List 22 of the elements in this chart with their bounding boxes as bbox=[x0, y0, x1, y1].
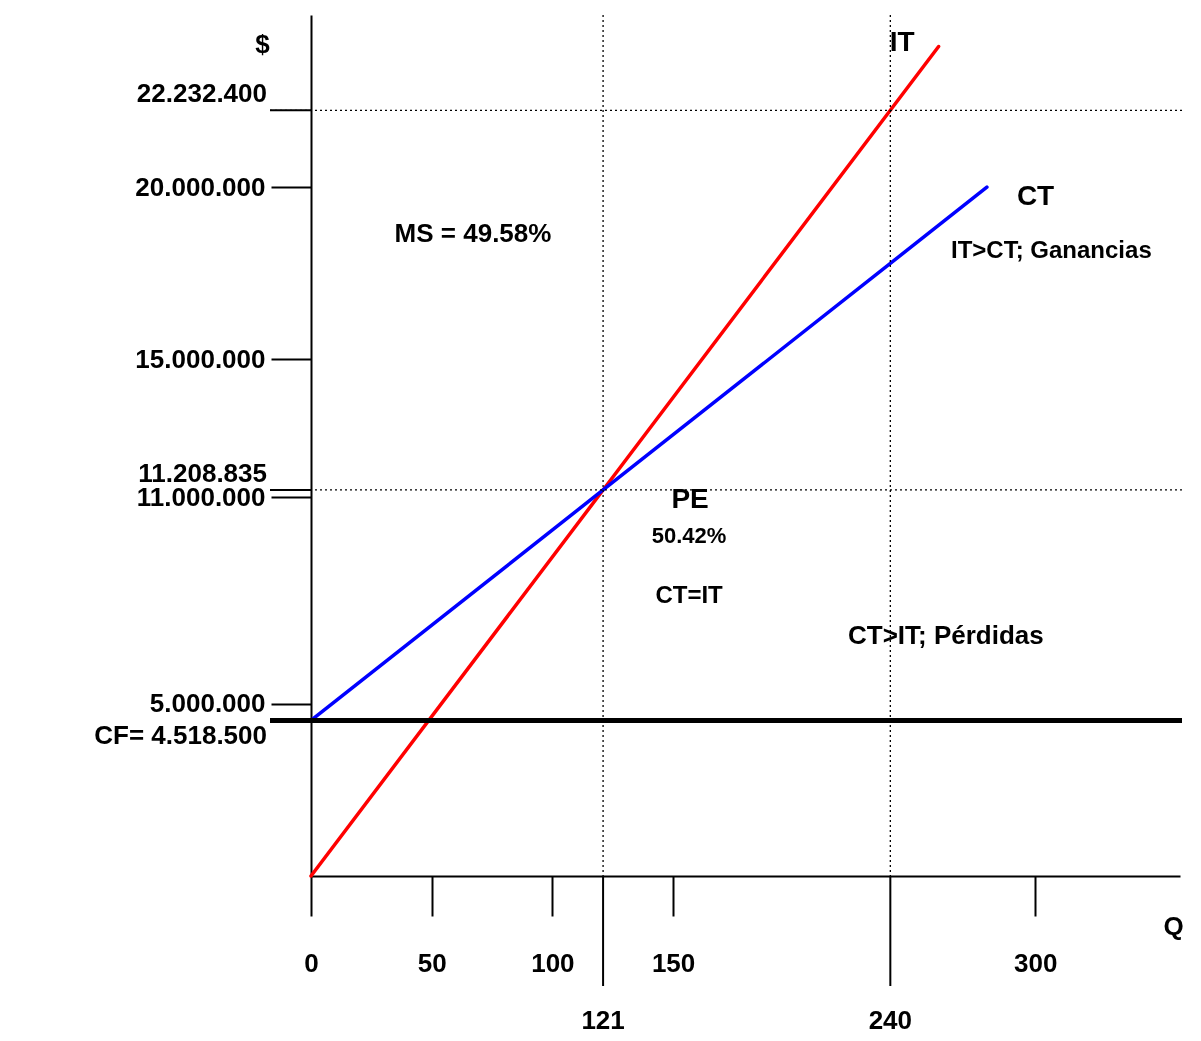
annotation: CT=IT bbox=[655, 580, 724, 608]
y-axis-title: $ bbox=[255, 28, 271, 59]
y-tick-label: 15.000.000 bbox=[135, 343, 266, 374]
annotation: MS = 49.58% bbox=[394, 218, 552, 248]
ref-line-label: 22.232.400 bbox=[136, 78, 267, 109]
series-label: IT bbox=[889, 25, 915, 57]
x-tick-label: 300 bbox=[1013, 947, 1058, 978]
x-tick-label: 0 bbox=[304, 947, 319, 978]
ref-line-label: 240 bbox=[868, 1005, 913, 1035]
annotation: PE bbox=[671, 482, 709, 514]
y-tick-label: 5.000.000 bbox=[149, 688, 266, 719]
x-axis-title: Q bbox=[1163, 910, 1184, 941]
annotation: IT>CT; Ganancias bbox=[951, 236, 1152, 263]
annotation: CT>IT; Pérdidas bbox=[848, 620, 1044, 650]
ref-line-label: 121 bbox=[581, 1005, 625, 1035]
x-tick-label: 100 bbox=[531, 947, 575, 978]
annotation: 50.42% bbox=[651, 522, 727, 548]
x-tick-label: 150 bbox=[651, 947, 696, 978]
ref-line-label: CF= 4.518.500 bbox=[94, 720, 267, 751]
series-label: CT bbox=[1016, 180, 1055, 212]
y-tick-label: 20.000.000 bbox=[135, 171, 266, 202]
x-tick-label: 50 bbox=[417, 947, 447, 978]
